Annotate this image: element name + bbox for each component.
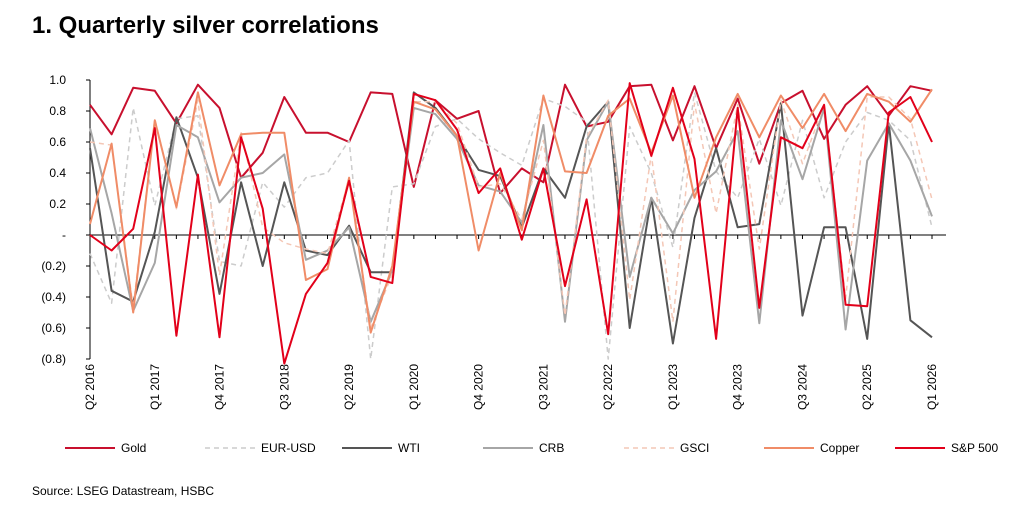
y-tick-label: (0.8) (41, 352, 66, 366)
x-tick-label: Q2 2016 (83, 364, 97, 410)
y-tick-label: (0.6) (41, 321, 66, 335)
legend-item: GSCI (624, 441, 709, 455)
y-tick-label: 0.2 (49, 197, 66, 211)
series-line-copper (89, 88, 933, 334)
x-tick-label: Q2 2025 (860, 364, 874, 410)
series-line-crb (89, 100, 933, 331)
y-tick-label: 0.4 (49, 166, 66, 180)
y-tick-label: 0.6 (49, 135, 66, 149)
x-tick-label: Q4 2020 (472, 364, 486, 410)
source-note: Source: LSEG Datastream, HSBC (32, 484, 215, 498)
legend-item: Gold (65, 441, 146, 455)
legend-item: WTI (342, 441, 420, 455)
legend-label: WTI (398, 441, 420, 455)
legend-label: S&P 500 (951, 441, 998, 455)
y-tick-label: (0.2) (41, 259, 66, 273)
chart-legend: Gold EUR-USD WTI CRB GSCI Copper S&P 500 (65, 441, 998, 455)
series-line-s-p-500 (89, 82, 933, 365)
x-tick-label: Q2 2019 (342, 364, 356, 410)
legend-label: Copper (820, 441, 859, 455)
legend-item: S&P 500 (895, 441, 998, 455)
x-tick-label: Q2 2022 (601, 364, 615, 410)
y-tick-label: (0.4) (41, 290, 66, 304)
legend-label: GSCI (680, 441, 709, 455)
series-line-gsci (89, 96, 933, 329)
legend-item: Copper (764, 441, 859, 455)
x-tick-label: Q3 2021 (536, 364, 550, 410)
x-tick-label: Q1 2017 (148, 364, 162, 410)
legend-label: Gold (121, 441, 146, 455)
legend-label: EUR-USD (261, 441, 316, 455)
series-line-gold (89, 83, 933, 195)
x-tick-label: Q3 2024 (795, 364, 809, 410)
legend-label: CRB (539, 441, 564, 455)
series-line-eur-usd (89, 91, 933, 360)
chart-axes: 1.0 0.8 0.6 0.4 0.2 - (0.2) (0.4) (0.6) (0.8) Q2 2… (41, 73, 946, 410)
legend-item: CRB (483, 441, 564, 455)
x-tick-label: Q4 2017 (213, 364, 227, 410)
y-tick-label: - (62, 228, 66, 242)
y-tick-label: 1.0 (49, 73, 66, 87)
y-tick-label: 0.8 (49, 104, 66, 118)
chart-series (89, 82, 933, 365)
x-tick-label: Q1 2023 (666, 364, 680, 410)
x-tick-label: Q1 2026 (925, 364, 939, 410)
page-title: 1. Quarterly silver correlations (32, 12, 379, 39)
x-tick-label: Q3 2018 (277, 364, 291, 410)
x-tick-label: Q4 2023 (731, 364, 745, 410)
legend-item: EUR-USD (205, 441, 316, 455)
x-tick-label: Q1 2020 (407, 364, 421, 410)
